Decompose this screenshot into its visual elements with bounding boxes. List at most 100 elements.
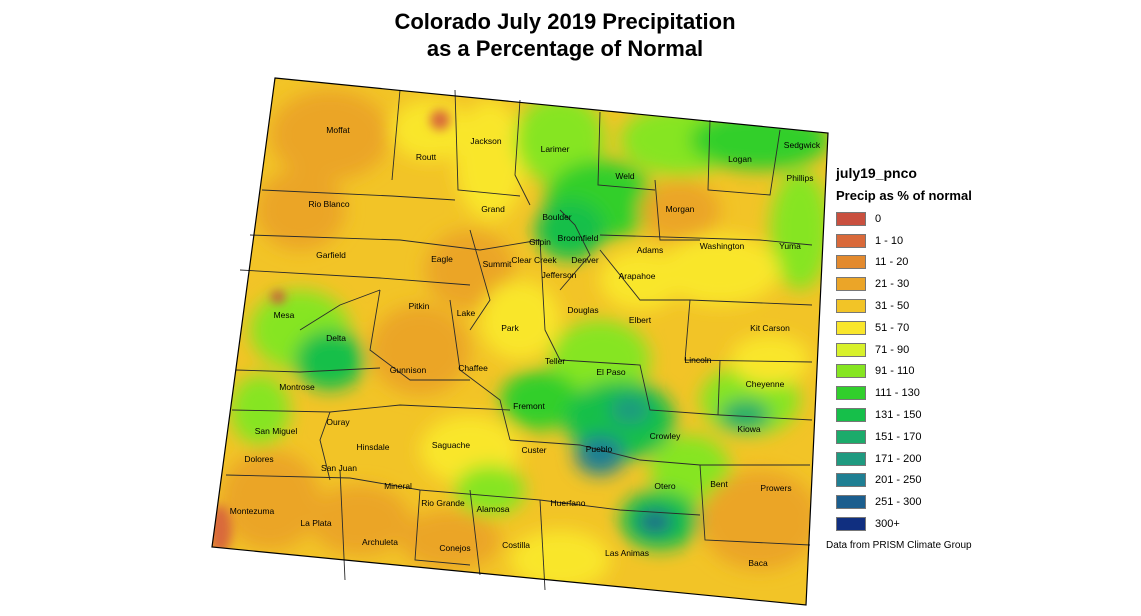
county-label: Boulder (542, 212, 571, 222)
county-label: Eagle (431, 254, 453, 264)
legend-swatch (836, 320, 866, 335)
county-label: Phillips (787, 173, 814, 183)
legend-item: 31 - 50 (836, 295, 1136, 317)
county-label: Delta (326, 333, 346, 343)
legend-subtitle: Precip as % of normal (836, 188, 972, 203)
county-label: El Paso (596, 367, 626, 377)
county-label: Clear Creek (511, 255, 557, 265)
county-label: Pueblo (586, 444, 613, 454)
legend-items: 0 1 - 10 11 - 20 21 - 30 31 - 50 51 - 70 71 - … (836, 208, 1136, 535)
legend-swatch (836, 299, 866, 314)
county-label: Archuleta (362, 537, 398, 547)
map-title: Colorado July 2019 Precipitation as a Pe… (300, 8, 830, 62)
map-title-line-2: as a Percentage of Normal (426, 36, 704, 61)
county-label: Rio Grande (421, 498, 465, 508)
county-label: Weld (615, 171, 634, 181)
county-label: Montrose (279, 382, 315, 392)
legend-swatch (836, 255, 866, 270)
county-label: Costilla (502, 540, 530, 550)
county-label: Lincoln (685, 355, 712, 365)
county-label: Teller (545, 356, 565, 366)
legend-label: 11 - 20 (875, 256, 909, 269)
county-label: Gilpin (529, 237, 551, 247)
county-label: Washington (700, 241, 745, 251)
legend-swatch (836, 517, 866, 532)
county-label: Mesa (274, 310, 295, 320)
legend-swatch (836, 429, 866, 444)
legend-label: 131 - 150 (875, 409, 922, 422)
county-label: Baca (748, 558, 768, 568)
map-title-line-1: Colorado July 2019 Precipitation (394, 9, 736, 34)
legend-swatch (836, 451, 866, 466)
county-label: Chaffee (458, 363, 488, 373)
state-border (211, 77, 829, 606)
legend-item: 51 - 70 (836, 317, 1136, 339)
legend-label: 300+ (875, 518, 900, 531)
county-label: Pitkin (409, 301, 430, 311)
county-label: Prowers (760, 483, 791, 493)
legend-item: 21 - 30 (836, 273, 1136, 295)
county-label: Larimer (541, 144, 570, 154)
county-label: Denver (571, 255, 599, 265)
legend-item: 131 - 150 (836, 404, 1136, 426)
county-label: Conejos (439, 543, 470, 553)
county-label: San Juan (321, 463, 357, 473)
county-label: Kiowa (737, 424, 760, 434)
county-label: Huerfano (551, 498, 586, 508)
legend-swatch (836, 495, 866, 510)
county-label: Ouray (326, 417, 350, 427)
county-label: Jackson (470, 136, 501, 146)
county-label: Routt (416, 152, 437, 162)
legend-item: 300+ (836, 513, 1136, 535)
county-label: Fremont (513, 401, 545, 411)
county-label: Alamosa (476, 504, 509, 514)
legend-label: 0 (875, 212, 882, 225)
legend-item: 91 - 110 (836, 361, 1136, 383)
county-label: Gunnison (390, 365, 427, 375)
county-label: Park (501, 323, 519, 333)
precipitation-surface (212, 78, 828, 605)
county-label: Hinsdale (356, 442, 389, 452)
county-label: Sedgwick (784, 140, 821, 150)
county-label: Montezuma (230, 506, 275, 516)
county-label: San Miguel (255, 426, 298, 436)
legend-label: 201 - 250 (875, 474, 922, 487)
legend-swatch (836, 408, 866, 423)
county-label: Rio Blanco (308, 199, 349, 209)
county-label: La Plata (300, 518, 331, 528)
county-label: Arapahoe (619, 271, 656, 281)
county-label: Dolores (244, 454, 273, 464)
legend-label: 71 - 90 (875, 343, 910, 356)
legend-label: 151 - 170 (875, 430, 922, 443)
county-label: Elbert (629, 315, 652, 325)
legend-label: 251 - 300 (875, 496, 922, 509)
county-label: Grand (481, 204, 505, 214)
legend-label: 21 - 30 (875, 278, 910, 291)
county-label: Bent (710, 479, 728, 489)
legend-item: 151 - 170 (836, 426, 1136, 448)
county-label: Adams (637, 245, 663, 255)
legend-label: 31 - 50 (875, 300, 910, 313)
legend-label: 51 - 70 (875, 321, 910, 334)
legend-item: 111 - 130 (836, 382, 1136, 404)
county-label: Lake (457, 308, 476, 318)
legend-item: 201 - 250 (836, 470, 1136, 492)
legend-swatch (836, 364, 866, 379)
legend-label: 111 - 130 (875, 387, 920, 400)
legend-item: 11 - 20 (836, 252, 1136, 274)
county-boundaries (225, 89, 813, 591)
data-credit: Data from PRISM Climate Group (826, 540, 972, 551)
county-label: Cheyenne (746, 379, 785, 389)
county-label: Douglas (567, 305, 598, 315)
county-label: Las Animas (605, 548, 649, 558)
legend-label: 171 - 200 (875, 452, 922, 465)
county-label: Summit (483, 259, 512, 269)
county-label: Jefferson (542, 270, 577, 280)
county-label: Garfield (316, 250, 346, 260)
county-label: Yuma (779, 241, 801, 251)
legend-item: 171 - 200 (836, 448, 1136, 470)
county-label: Crowley (650, 431, 681, 441)
legend-swatch (836, 386, 866, 401)
county-label: Mineral (384, 481, 412, 491)
